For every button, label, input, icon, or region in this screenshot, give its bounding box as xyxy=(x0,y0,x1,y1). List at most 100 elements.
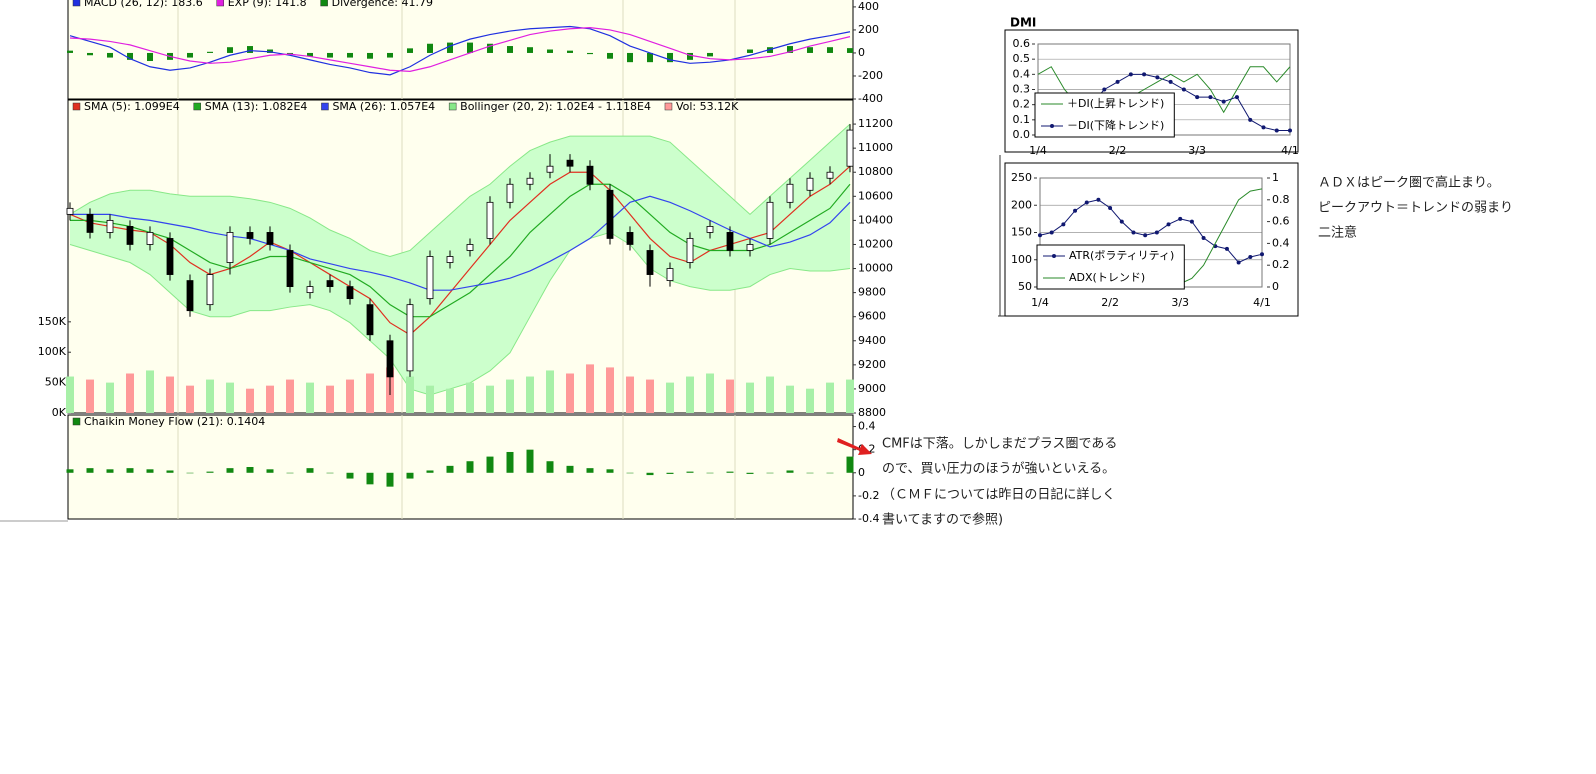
chart-title: DMI xyxy=(1010,16,1036,30)
candle-body xyxy=(266,232,274,245)
marker xyxy=(1248,255,1253,260)
note: ピークアウト＝トレンドの弱まり xyxy=(1318,201,1513,216)
series-line xyxy=(69,27,851,72)
note: ＡＤＸはピーク圏で高止まり。 xyxy=(1318,175,1500,191)
marker xyxy=(1236,260,1241,265)
marker xyxy=(1102,87,1107,92)
volume-bar xyxy=(186,385,194,413)
bar xyxy=(506,451,514,473)
marker xyxy=(1248,117,1253,122)
candle-body xyxy=(286,250,294,287)
marker xyxy=(1119,219,1124,224)
bar xyxy=(766,472,774,474)
volume-bar xyxy=(586,364,594,413)
volume-bar xyxy=(626,376,634,413)
y-tick-label: 200 xyxy=(858,23,879,36)
x-tick-label: 4/1 xyxy=(1253,296,1271,309)
series-line xyxy=(69,123,851,258)
candle-body xyxy=(506,183,514,203)
x-tick-label: 1/4 xyxy=(1031,296,1049,309)
y-tick-label: 9800 xyxy=(858,286,886,299)
y-tick-label: 0.4 xyxy=(858,420,876,433)
legend-label: Vol: 53.12K xyxy=(676,100,739,113)
y-tick-label: 10400 xyxy=(858,213,893,226)
y-tick-label: 0.6 xyxy=(1013,37,1031,50)
bar xyxy=(246,467,254,473)
y-tick-label: 0.2 xyxy=(1272,258,1290,271)
bar xyxy=(707,52,713,57)
candle-body xyxy=(206,274,214,306)
marker xyxy=(1154,230,1159,235)
bar xyxy=(66,469,74,473)
y-tick-label: 10800 xyxy=(858,165,893,178)
legend-label: ATR(ボラティリティ) xyxy=(1069,249,1174,262)
volume-bar xyxy=(126,373,134,413)
volume-bar xyxy=(146,370,154,413)
bar xyxy=(107,52,113,58)
y-tick-label: 0.4 xyxy=(1013,67,1031,80)
marker xyxy=(1195,95,1200,100)
volume-bar xyxy=(446,388,454,413)
volume-bar xyxy=(786,385,794,413)
y-tick-label: 0.1 xyxy=(1013,113,1031,126)
bar xyxy=(487,43,493,53)
bar xyxy=(566,465,574,473)
bar xyxy=(406,472,414,479)
series-line xyxy=(70,195,851,291)
legend-label: Divergence: 41.79 xyxy=(332,0,433,9)
y-tick-label: 10000 xyxy=(858,262,893,275)
y-tick-label: 0.6 xyxy=(1272,215,1290,228)
bar xyxy=(626,472,634,474)
y-tick-label: 100K xyxy=(38,345,67,358)
bar xyxy=(847,48,853,53)
bar xyxy=(407,48,413,53)
y-tick-label: 0.8 xyxy=(1272,193,1290,206)
y-tick-label: 100 xyxy=(1011,253,1032,266)
bar xyxy=(627,52,633,63)
marker xyxy=(1073,208,1078,213)
bar xyxy=(706,472,714,474)
y-tick-label: 8800 xyxy=(858,406,886,419)
bar xyxy=(106,469,114,473)
bar xyxy=(326,472,334,474)
bar xyxy=(666,472,674,474)
marker xyxy=(1274,128,1279,133)
candle-body xyxy=(586,165,594,185)
y-tick-label: 50K xyxy=(45,376,67,389)
marker xyxy=(1142,72,1147,77)
marker xyxy=(1288,128,1292,133)
candle-body xyxy=(526,177,534,185)
candle-body xyxy=(806,177,814,191)
candle-body xyxy=(666,268,674,281)
x-tick-label: 1/4 xyxy=(1029,144,1047,157)
note: 二注意 xyxy=(1318,225,1357,241)
marker xyxy=(1224,246,1229,251)
y-tick-label: 150K xyxy=(38,315,67,328)
candle-body xyxy=(466,244,474,251)
note: CMFは下落。しかしまだプラス圏である xyxy=(882,437,1117,452)
marker xyxy=(1208,95,1213,100)
volume-bar xyxy=(306,382,314,413)
y-tick-label: 10600 xyxy=(858,189,893,202)
note: ので、買い圧力のほうが強いといえる。 xyxy=(882,462,1115,477)
bar xyxy=(507,46,513,53)
legend-swatch xyxy=(72,0,81,7)
bar xyxy=(466,461,474,473)
candle-body xyxy=(346,286,354,300)
volume-bar xyxy=(66,376,74,413)
candle-body xyxy=(446,256,454,263)
candle-body xyxy=(186,280,194,312)
volume-bar xyxy=(326,385,334,413)
bar xyxy=(687,52,693,60)
candle-body xyxy=(406,304,414,372)
bar xyxy=(486,456,494,473)
bar xyxy=(426,470,434,473)
legend-label: SMA (13): 1.082E4 xyxy=(205,100,308,113)
marker xyxy=(1234,95,1239,100)
legend-box xyxy=(1036,244,1185,290)
marker xyxy=(1201,235,1206,240)
legend-marker xyxy=(1050,124,1054,128)
volume-bar xyxy=(266,385,274,413)
candle-body xyxy=(566,159,574,167)
x-tick-label: 3/3 xyxy=(1171,296,1189,309)
